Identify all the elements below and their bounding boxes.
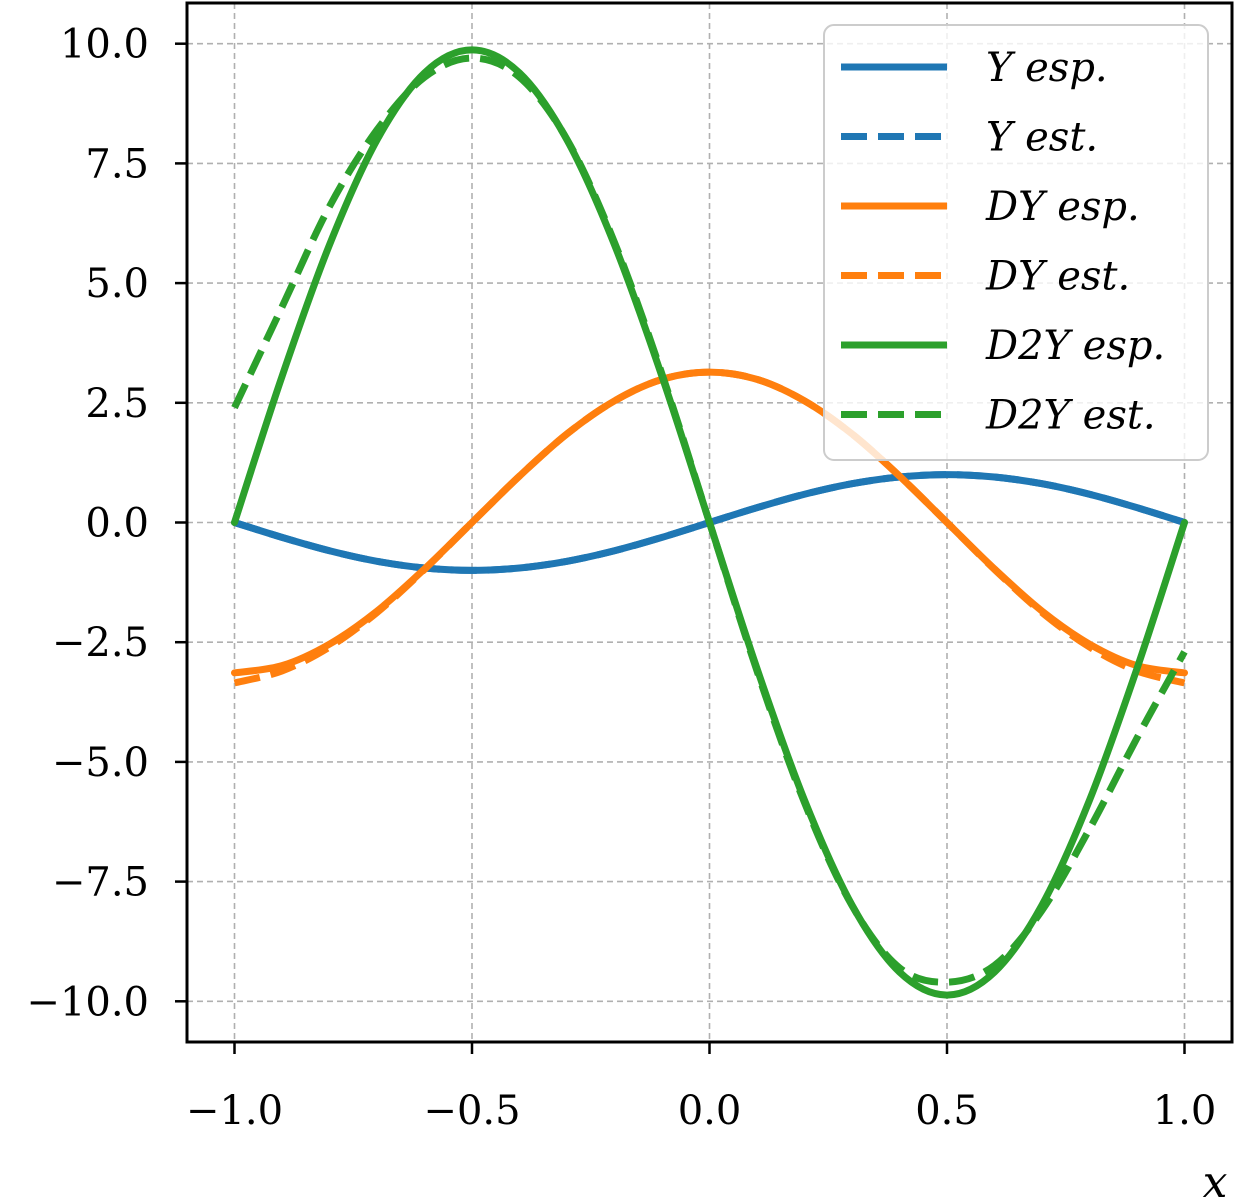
y-tick-label: −7.5 [52,860,149,906]
series-layer [231,46,1188,999]
x-tick-label: 1.0 [1153,1088,1217,1134]
y-tick-label: 7.5 [85,141,149,187]
x-tick-label: 0.5 [915,1088,979,1134]
series-line-dy-est [233,368,1186,687]
legend: Y esp. Y est. DY esp. DY est. D2Y esp. D2Y es… [823,24,1209,461]
x-axis-ticks: −1.0 −0.5 0.0 0.5 1.0 [186,1042,1216,1134]
legend-label: DY est. [985,254,1130,300]
y-tick-label: 5.0 [85,261,149,307]
y-axis-ticks: 10.0 7.5 5.0 2.5 0.0 −2.5 −5.0 −7.5 −10.0 [26,22,187,1025]
y-tick-label: 0.0 [85,501,149,547]
legend-label: D2Y esp. [985,323,1165,369]
series-line-d2y-est [231,54,1188,986]
legend-label: Y esp. [986,45,1108,91]
y-tick-label: −5.0 [52,740,149,786]
y-tick-label: −2.5 [52,620,149,666]
y-tick-label: 2.5 [85,381,149,427]
x-axis-label: x [1203,1157,1228,1201]
legend-label: Y est. [986,115,1098,161]
x-tick-label: −1.0 [186,1088,283,1134]
x-tick-label: 0.0 [678,1088,742,1134]
x-tick-label: −0.5 [423,1088,520,1134]
legend-label: D2Y est. [985,393,1156,439]
y-tick-label: −10.0 [26,979,149,1025]
legend-label: DY esp. [985,184,1140,230]
y-tick-label: 10.0 [60,22,149,68]
